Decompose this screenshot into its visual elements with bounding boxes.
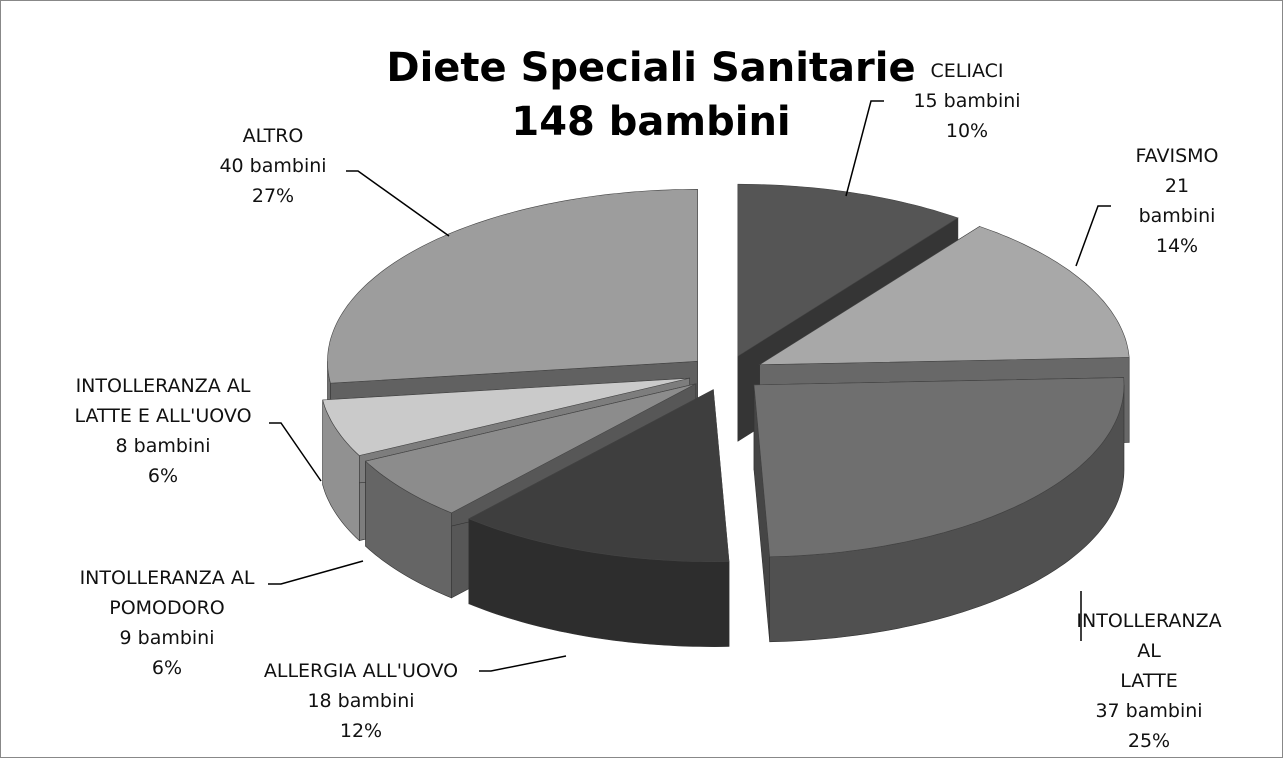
leader-line	[269, 422, 322, 482]
value-label: 40 bambini	[219, 155, 327, 177]
value-label: 18 bambini	[307, 690, 415, 712]
slice-top	[364, 383, 697, 514]
slice	[468, 389, 730, 648]
leader-line	[1075, 205, 1111, 267]
percent-label: 10%	[945, 120, 989, 142]
category-label: INTOLLERANZA AL LATTE	[1076, 610, 1222, 692]
chart-title: Diete Speciali Sanitarie	[386, 45, 916, 91]
data-label: INTOLLERANZA AL POMODORO 9 bambini 6%	[80, 563, 255, 683]
value-label: 9 bambini	[119, 627, 215, 649]
data-label: INTOLLERANZA AL LATTE 37 bambini 25%	[1076, 606, 1221, 756]
category-label: INTOLLERANZA AL LATTE E ALL'UOVO	[74, 375, 252, 427]
slice	[753, 377, 1125, 643]
data-label: ALLERGIA ALL'UOVO 18 bambini 12%	[264, 656, 458, 746]
chart-subtitle: 148 bambini	[511, 99, 791, 145]
category-label: INTOLLERANZA AL POMODORO	[79, 567, 255, 619]
percent-label: 6%	[147, 465, 179, 487]
value-label: 21 bambini	[1138, 175, 1216, 227]
percent-label: 14%	[1155, 235, 1199, 257]
leader-line	[346, 170, 450, 237]
category-label: CELIACI	[930, 60, 1004, 82]
percent-label: 12%	[339, 720, 383, 742]
slice-top	[737, 183, 959, 357]
leader-line	[845, 100, 884, 197]
percent-label: 27%	[251, 185, 295, 207]
slice-top	[327, 188, 698, 384]
leader-line	[268, 560, 364, 585]
slice-top	[468, 389, 730, 563]
value-label: 15 bambini	[913, 90, 1021, 112]
slice-top	[753, 377, 1125, 558]
slice-top	[322, 377, 690, 456]
category-label: FAVISMO	[1135, 145, 1219, 167]
category-label: ALLERGIA ALL'UOVO	[263, 660, 459, 682]
data-label: ALTRO 40 bambini 27%	[219, 121, 326, 211]
value-label: 37 bambini	[1095, 700, 1203, 722]
category-label: ALTRO	[242, 125, 304, 147]
percent-label: 25%	[1127, 730, 1171, 752]
slice-top	[758, 226, 1130, 366]
data-label: FAVISMO 21 bambini 14%	[1125, 141, 1230, 261]
data-label: CELIACI 15 bambini 10%	[913, 56, 1020, 146]
value-label: 8 bambini	[115, 435, 211, 457]
percent-label: 6%	[151, 657, 183, 679]
leader-line	[479, 655, 567, 672]
data-label: INTOLLERANZA AL LATTE E ALL'UOVO 8 bambin…	[74, 371, 251, 491]
